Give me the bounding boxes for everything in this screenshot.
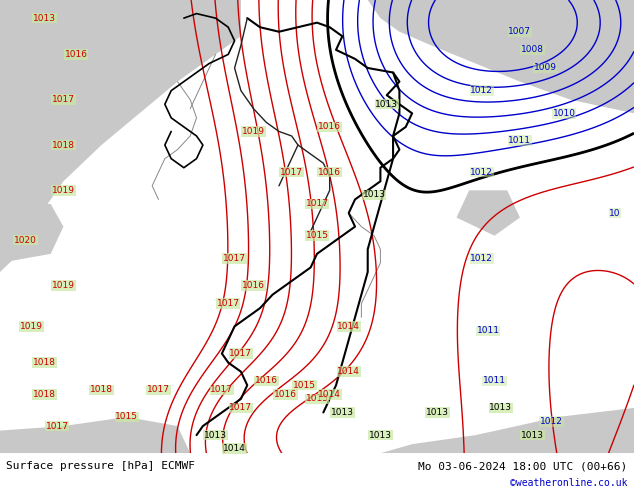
Text: 1014: 1014 — [318, 390, 341, 399]
Text: Surface pressure [hPa] ECMWF: Surface pressure [hPa] ECMWF — [6, 461, 195, 471]
Text: 1018: 1018 — [33, 358, 56, 367]
Text: 1013: 1013 — [375, 100, 398, 109]
Text: 1014: 1014 — [223, 444, 246, 453]
Text: 1014: 1014 — [337, 367, 360, 376]
Text: 1017: 1017 — [223, 254, 246, 263]
Text: 1011: 1011 — [508, 136, 531, 145]
Text: 1013: 1013 — [521, 431, 544, 440]
Text: 1019: 1019 — [52, 186, 75, 195]
Text: 1015: 1015 — [115, 413, 138, 421]
Text: 1016: 1016 — [255, 376, 278, 385]
Text: 1010: 1010 — [553, 109, 576, 118]
Text: 1018: 1018 — [33, 390, 56, 399]
Text: ©weatheronline.co.uk: ©weatheronline.co.uk — [510, 478, 628, 489]
Polygon shape — [380, 408, 634, 453]
Text: 1014: 1014 — [337, 322, 360, 331]
Text: 1017: 1017 — [280, 168, 303, 177]
Text: 1015: 1015 — [293, 381, 316, 390]
Text: 1015: 1015 — [306, 231, 328, 240]
Text: 1011: 1011 — [483, 376, 506, 385]
Text: 1007: 1007 — [508, 27, 531, 36]
Text: 1019: 1019 — [242, 127, 265, 136]
Text: 1016: 1016 — [242, 281, 265, 290]
Text: 1019: 1019 — [20, 322, 43, 331]
Text: 1019: 1019 — [52, 281, 75, 290]
Text: 1015: 1015 — [306, 394, 328, 403]
Text: 1012: 1012 — [470, 86, 493, 95]
Text: 1013: 1013 — [33, 14, 56, 23]
Text: 1012: 1012 — [470, 168, 493, 177]
Text: 1016: 1016 — [274, 390, 297, 399]
Text: 1013: 1013 — [489, 403, 512, 413]
Polygon shape — [368, 0, 634, 113]
Text: 1013: 1013 — [331, 408, 354, 417]
Text: 1012: 1012 — [540, 417, 563, 426]
Text: 1017: 1017 — [46, 421, 68, 431]
Text: 1008: 1008 — [521, 46, 544, 54]
Text: 1013: 1013 — [204, 431, 227, 440]
Text: 1017: 1017 — [210, 385, 233, 394]
Text: 1013: 1013 — [363, 191, 385, 199]
Text: 1017: 1017 — [147, 385, 170, 394]
Text: 10: 10 — [609, 209, 621, 218]
Text: 1016: 1016 — [65, 50, 87, 59]
Polygon shape — [0, 204, 63, 263]
Text: 1017: 1017 — [306, 199, 328, 208]
Text: 1018: 1018 — [52, 141, 75, 149]
Text: 1016: 1016 — [318, 168, 341, 177]
Polygon shape — [0, 417, 190, 453]
Text: 1013: 1013 — [426, 408, 449, 417]
Text: 1012: 1012 — [470, 254, 493, 263]
Text: 1013: 1013 — [369, 431, 392, 440]
Text: 1017: 1017 — [217, 299, 240, 308]
Text: 1017: 1017 — [230, 403, 252, 413]
Text: 1017: 1017 — [52, 95, 75, 104]
Text: Mo 03-06-2024 18:00 UTC (00+66): Mo 03-06-2024 18:00 UTC (00+66) — [418, 461, 628, 471]
Text: 1017: 1017 — [230, 349, 252, 358]
Polygon shape — [456, 191, 520, 236]
Text: 1020: 1020 — [14, 236, 37, 245]
Text: 1009: 1009 — [534, 64, 557, 73]
Text: 1018: 1018 — [90, 385, 113, 394]
Polygon shape — [0, 0, 241, 272]
Text: 1016: 1016 — [318, 122, 341, 131]
Text: 1011: 1011 — [477, 326, 500, 335]
